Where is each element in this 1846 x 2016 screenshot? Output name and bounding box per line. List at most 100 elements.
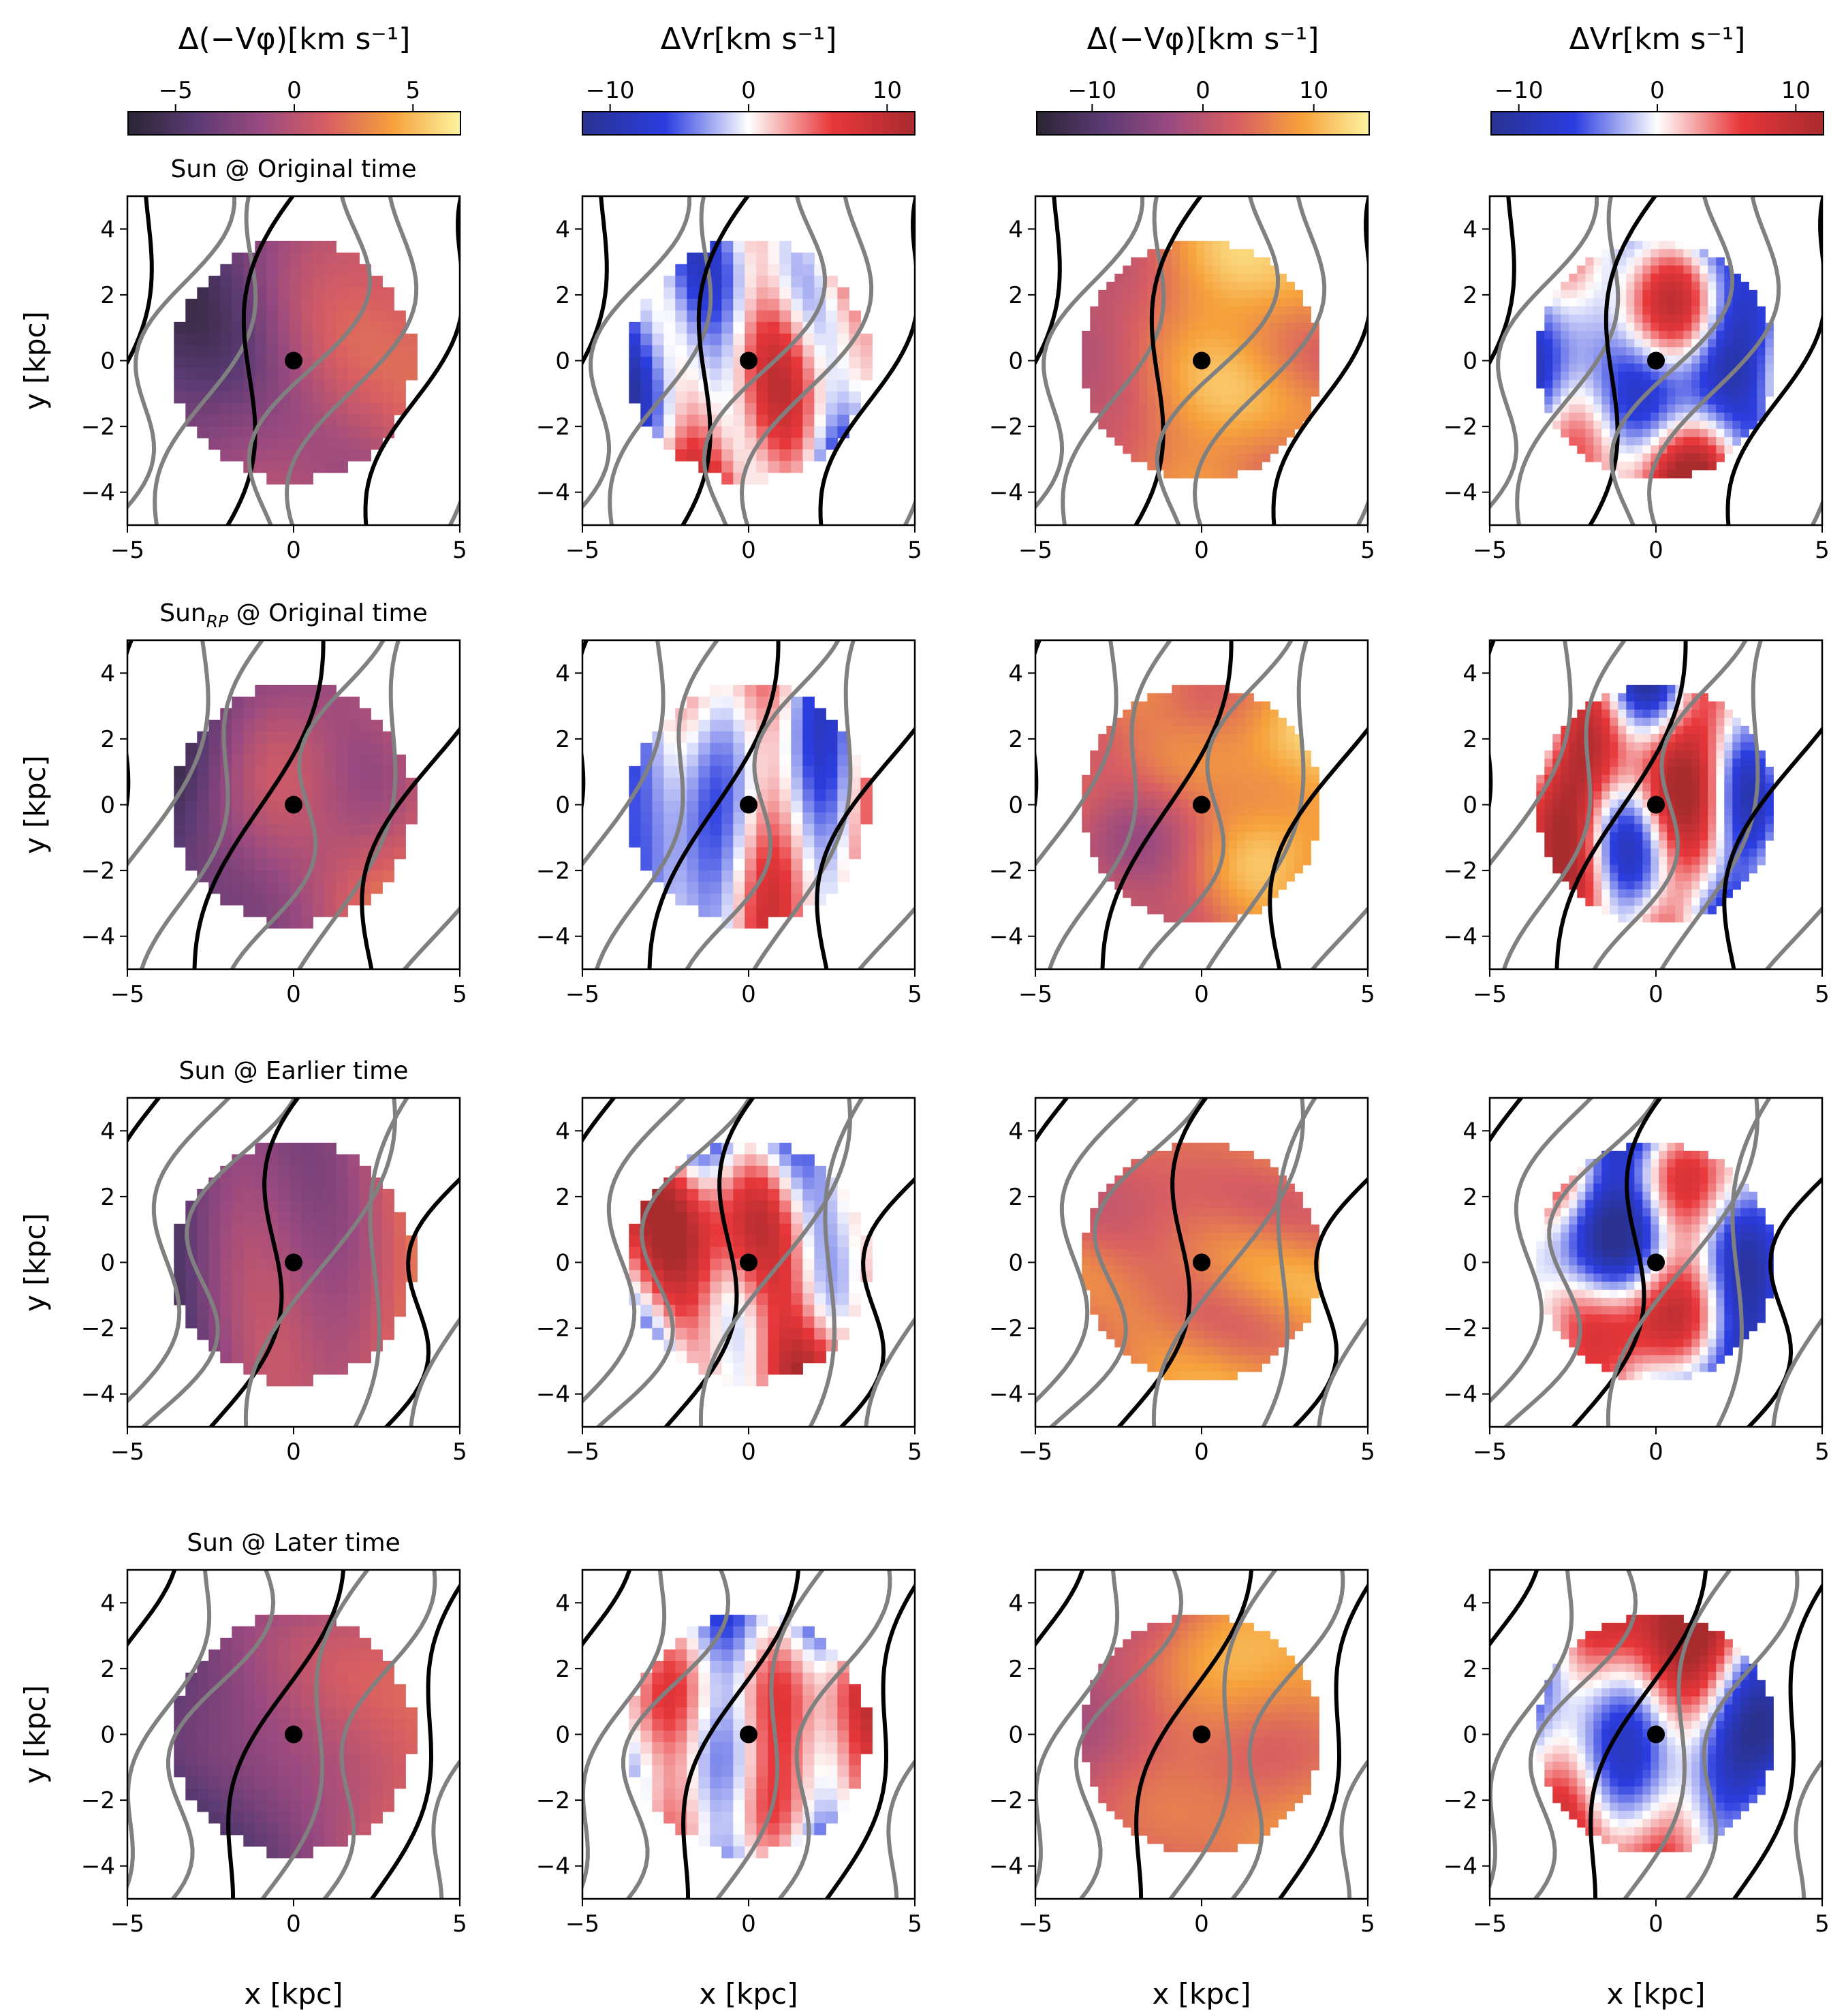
heatmap-cell	[255, 391, 267, 404]
heatmap-cell	[1139, 791, 1148, 800]
heatmap-cell	[1651, 265, 1659, 274]
arm-ridge	[685, 640, 841, 969]
heatmap-cell	[1196, 840, 1205, 849]
heatmap-cell	[1196, 815, 1205, 825]
heatmap-cell	[1634, 461, 1643, 471]
heatmap-cell	[359, 1281, 371, 1294]
heatmap-cell	[1172, 420, 1180, 430]
heatmap-cell	[290, 1235, 302, 1248]
heatmap-cell	[243, 893, 255, 906]
heatmap-cell	[1765, 766, 1774, 776]
heatmap-cell	[1131, 298, 1140, 307]
heatmap-cell	[1659, 872, 1668, 882]
heatmap-cell	[1577, 742, 1586, 751]
x-tick-label: 5	[452, 981, 467, 1008]
heatmap-cell	[1659, 848, 1668, 857]
heatmap-cell	[756, 916, 768, 929]
heatmap-cell	[802, 1270, 815, 1282]
heatmap-cell	[1098, 289, 1107, 299]
heatmap-cell	[382, 1235, 394, 1248]
heatmap-cell	[359, 800, 371, 813]
heatmap-cell	[324, 368, 337, 381]
heatmap-cell	[1139, 306, 1148, 315]
heatmap-cell	[1221, 249, 1230, 258]
heatmap-cell	[1131, 881, 1140, 890]
sun-marker	[740, 796, 757, 814]
heatmap-cell	[1237, 725, 1246, 735]
y-tick-label: −4	[989, 924, 1023, 951]
heatmap-cell	[1245, 889, 1254, 898]
heatmap-cell	[394, 835, 406, 848]
heatmap-cell	[849, 835, 861, 848]
heatmap-cell	[710, 1235, 722, 1248]
heatmap-cell	[232, 1235, 244, 1248]
heatmap-cell	[1610, 750, 1618, 759]
heatmap-cell	[1114, 815, 1123, 825]
heatmap-cell	[1139, 428, 1148, 438]
heatmap-cell	[1700, 355, 1708, 364]
heatmap-cell	[1270, 338, 1279, 348]
heatmap-cell	[255, 823, 267, 836]
heatmap-cell	[1569, 412, 1578, 422]
heatmap-cell	[1114, 273, 1123, 283]
heatmap-cell	[1270, 379, 1279, 389]
heatmap-cell	[1229, 363, 1238, 373]
heatmap-cell	[1237, 298, 1246, 307]
heatmap-cell	[733, 240, 745, 253]
heatmap-cell	[1098, 783, 1107, 792]
heatmap-cell	[290, 333, 302, 346]
heatmap-cell	[721, 893, 734, 906]
heatmap-cell	[745, 1235, 757, 1248]
heatmap-cell	[802, 835, 815, 848]
heatmap-cell	[1237, 848, 1246, 857]
heatmap-cell	[1147, 388, 1156, 397]
heatmap-cell	[1221, 314, 1230, 324]
heatmap-cell	[1740, 420, 1749, 430]
heatmap-cell	[174, 1246, 186, 1259]
heatmap-cell	[232, 252, 244, 265]
heatmap-cell	[814, 789, 826, 802]
heatmap-cell	[1740, 404, 1749, 413]
heatmap-cell	[1213, 306, 1221, 315]
heatmap-cell	[1552, 799, 1561, 808]
heatmap-cell	[1147, 453, 1156, 462]
heatmap-cell	[1691, 725, 1700, 735]
heatmap-cell	[1626, 420, 1635, 430]
heatmap-cell	[1180, 693, 1189, 702]
heatmap-cell	[1180, 355, 1189, 364]
heatmap-cell	[1163, 734, 1172, 743]
heatmap-cell	[1757, 314, 1766, 324]
heatmap-cell	[802, 414, 815, 427]
heatmap-cell	[663, 1281, 676, 1294]
x-tick-label: 5	[1815, 981, 1830, 1008]
heatmap-cell	[1651, 734, 1659, 743]
heatmap-cell	[1740, 388, 1749, 397]
heatmap-cell	[1708, 420, 1717, 430]
heatmap-cell	[1659, 257, 1668, 266]
heatmap-cell	[1634, 684, 1643, 694]
heatmap-cell	[1221, 338, 1230, 348]
heatmap-cell	[1765, 815, 1774, 825]
heatmap-cell	[756, 1200, 768, 1213]
heatmap-cell	[1552, 420, 1561, 430]
heatmap-cell	[1114, 750, 1123, 759]
heatmap-cell	[640, 858, 653, 871]
arm-ridge	[608, 196, 713, 525]
heatmap-cell	[1270, 396, 1279, 405]
heatmap-cell	[1237, 257, 1246, 266]
heatmap-cell	[1155, 693, 1164, 702]
heatmap-cell	[1667, 469, 1676, 479]
heatmap-cell	[1691, 289, 1700, 299]
sun-marker	[285, 796, 302, 814]
heatmap-cell	[1610, 856, 1618, 866]
heatmap-cell	[1286, 330, 1295, 340]
heatmap-cell	[745, 437, 757, 450]
heatmap-cell	[1278, 338, 1287, 348]
heatmap-cell	[1765, 823, 1774, 833]
heatmap-cell	[336, 391, 348, 404]
heatmap-cell	[1123, 330, 1131, 340]
heatmap-cell	[278, 1351, 290, 1364]
heatmap-cell	[1675, 864, 1684, 874]
heatmap-cell	[849, 379, 861, 392]
heatmap-cell	[1708, 823, 1717, 833]
